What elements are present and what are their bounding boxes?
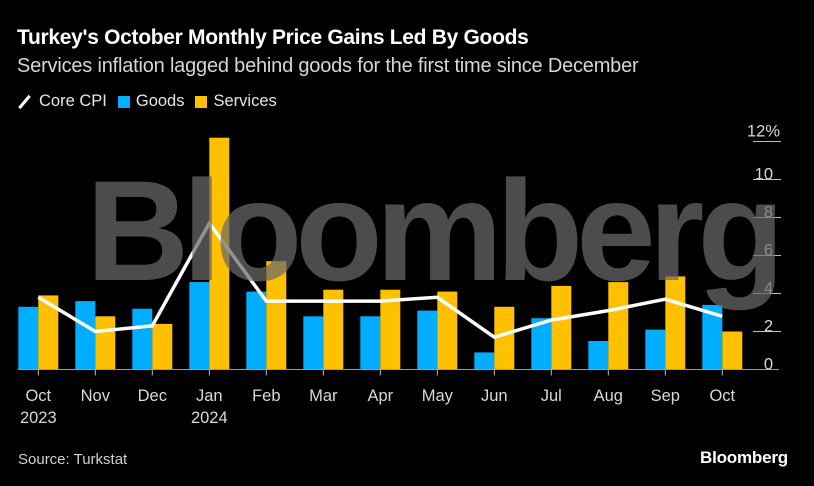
y-tick-label: 4 xyxy=(764,280,773,298)
bar-services xyxy=(380,289,401,370)
goods-swatch-icon xyxy=(117,95,130,108)
bar-goods xyxy=(18,306,39,370)
x-tick-label: Aug xyxy=(594,387,623,405)
bar-services xyxy=(665,276,686,370)
bar-services xyxy=(551,285,572,370)
line-layer xyxy=(37,219,723,340)
bar-services xyxy=(608,282,629,370)
bar-goods xyxy=(75,301,96,370)
legend-item-goods: Goods xyxy=(117,92,185,111)
bar-goods xyxy=(360,316,381,370)
bar-goods xyxy=(645,329,666,370)
services-swatch-icon xyxy=(195,95,208,108)
bar-services xyxy=(323,289,344,370)
y-tick-label: 8 xyxy=(764,204,773,222)
bar-goods xyxy=(417,310,438,370)
bar-goods xyxy=(588,341,609,370)
bar-services xyxy=(266,261,287,370)
x-tick-label: Jul xyxy=(541,387,562,405)
bar-goods xyxy=(531,318,552,370)
x-tick-label: Jan xyxy=(196,387,223,405)
legend-label: Goods xyxy=(135,92,185,110)
source-note: Source: Turkstat xyxy=(18,451,128,468)
bar-services xyxy=(494,306,515,370)
x-tick-label: Jun xyxy=(481,387,508,405)
bar-services xyxy=(38,295,59,370)
bar-services xyxy=(722,331,743,370)
x-tick-sublabel: 2023 xyxy=(20,409,57,427)
x-tick-label: May xyxy=(422,387,454,405)
x-tick-label: Sep xyxy=(651,387,680,405)
legend-label: Core CPI xyxy=(39,92,107,110)
bar-goods xyxy=(246,291,267,370)
brand-logo: Bloomberg xyxy=(700,448,788,467)
x-tick-label: Oct xyxy=(25,387,51,405)
bar-goods xyxy=(474,352,495,370)
y-tick-label: 10 xyxy=(755,166,773,184)
x-tick-label: Oct xyxy=(709,387,735,405)
bar-services xyxy=(95,316,116,370)
legend-label: Services xyxy=(213,92,277,110)
y-tick-label: 0 xyxy=(764,356,773,374)
bar-goods xyxy=(702,304,723,370)
bar-services xyxy=(437,291,458,370)
legend: Core CPI Goods Services xyxy=(17,92,288,111)
y-tick-label: 12% xyxy=(747,123,780,141)
legend-item-core-cpi: Core CPI xyxy=(17,92,107,111)
bar-services xyxy=(209,137,230,370)
bar-goods xyxy=(303,316,324,370)
bar-services xyxy=(152,323,173,370)
bar-goods xyxy=(132,308,153,370)
y-tick-label: 6 xyxy=(764,242,773,260)
y-tick-label: 2 xyxy=(764,318,773,336)
legend-item-services: Services xyxy=(195,92,277,111)
x-tick-label: Dec xyxy=(138,387,167,405)
chart-subtitle: Services inflation lagged behind goods f… xyxy=(17,55,639,77)
bars-layer xyxy=(18,137,743,370)
axes-layer: Oct 2023 Nov Dec Jan 2024 Feb Mar Apr May Jun Jul Au… xyxy=(18,123,781,427)
x-tick-label: Apr xyxy=(367,387,393,405)
x-tick-label: Mar xyxy=(309,387,338,405)
x-tick-label: Nov xyxy=(81,387,111,405)
bar-goods xyxy=(189,282,210,370)
x-tick-sublabel: 2024 xyxy=(191,409,228,427)
x-tick-label: Feb xyxy=(252,387,280,405)
chart-title: Turkey's October Monthly Price Gains Led… xyxy=(17,26,529,49)
